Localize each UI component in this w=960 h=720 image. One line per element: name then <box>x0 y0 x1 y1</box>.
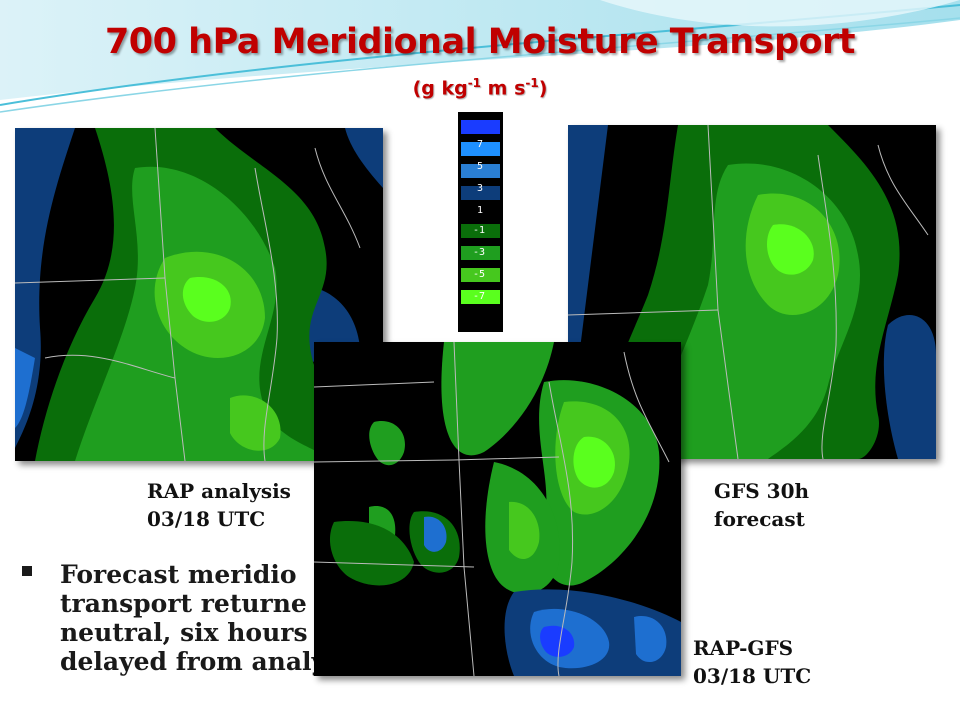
legend-swatch <box>461 246 500 260</box>
subtitle-exponent-1: -1 <box>467 76 482 90</box>
bullet-line: neutral, six hours <box>60 618 308 647</box>
legend-label: -1 <box>473 225 486 236</box>
page-subtitle: (g kg-1 m s-1) <box>0 76 960 99</box>
subtitle-mid: m s <box>481 77 526 100</box>
legend-swatch <box>461 268 500 282</box>
subtitle-suffix: ) <box>538 77 548 100</box>
rap-gfs-difference-map <box>314 342 681 676</box>
bullet-line: Forecast meridio <box>60 560 297 589</box>
gfs-caption-line2: forecast <box>714 507 805 531</box>
diff-caption-line1: RAP-GFS <box>693 636 794 660</box>
legend-swatch <box>461 186 500 200</box>
page-title: 700 hPa Meridional Moisture Transport <box>104 22 856 62</box>
legend-label: 1 <box>477 205 484 216</box>
legend-label: 3 <box>477 183 484 194</box>
legend-swatch <box>461 142 500 156</box>
rap-analysis-map <box>15 128 383 461</box>
diff-caption-line2: 03/18 UTC <box>693 664 812 688</box>
legend-label: -7 <box>473 291 486 302</box>
rap-caption-line1: RAP analysis <box>147 479 291 503</box>
rap-caption: RAP analysis 03/18 UTC <box>147 477 291 533</box>
subtitle-exponent-2: -1 <box>525 76 539 90</box>
legend-label: 5 <box>477 161 484 172</box>
rap-caption-line2: 03/18 UTC <box>147 507 266 531</box>
bullet-line: transport returne <box>60 589 307 618</box>
subtitle-prefix: (g kg <box>412 77 468 100</box>
legend-swatch <box>461 120 500 134</box>
bullet-icon <box>22 566 32 576</box>
legend-swatch <box>461 290 500 304</box>
bullet-text: Forecast meridio transport returne neutr… <box>60 560 400 676</box>
bullet-line: delayed from analysis <box>60 647 364 676</box>
legend-label: -3 <box>473 247 486 258</box>
gfs-caption: GFS 30h forecast <box>714 477 809 533</box>
diff-caption: RAP-GFS 03/18 UTC <box>693 634 811 690</box>
header-decoration <box>0 0 960 113</box>
legend-label: 7 <box>477 139 484 150</box>
color-legend: 7 5 3 1 -1 -3 -5 -7 <box>458 112 503 332</box>
gfs-caption-line1: GFS 30h <box>714 479 810 503</box>
legend-label: -5 <box>473 269 486 280</box>
legend-swatch <box>461 224 500 238</box>
legend-swatch <box>461 164 500 178</box>
